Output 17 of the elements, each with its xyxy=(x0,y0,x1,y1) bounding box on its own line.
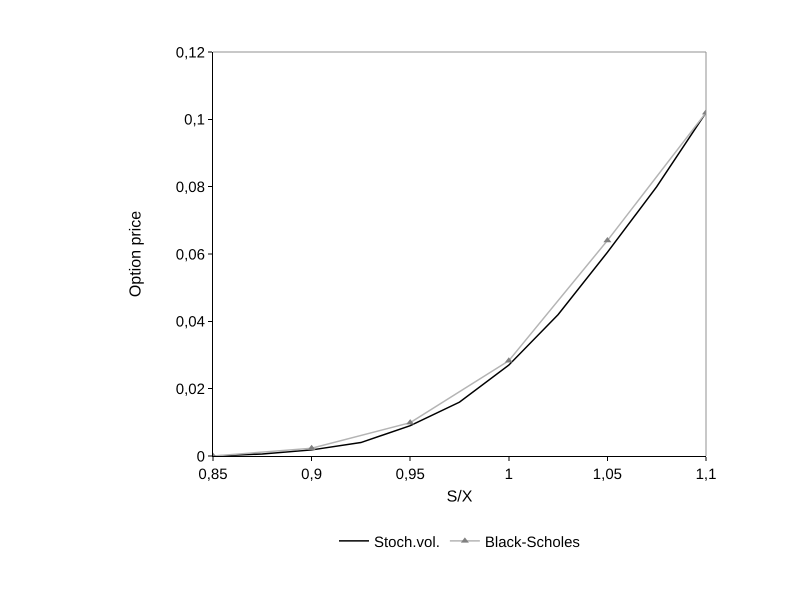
x-tick-label: 1 xyxy=(504,466,513,483)
x-tick-label: 1,1 xyxy=(696,466,716,483)
x-tick-label: 1,05 xyxy=(592,466,622,483)
y-tick-label: 0,1 xyxy=(184,112,205,129)
y-tick-label: 0,02 xyxy=(176,380,205,398)
y-tick-label: 0 xyxy=(196,448,205,466)
y-tick-label: 0,08 xyxy=(176,178,205,196)
legend-label: Stoch.vol. xyxy=(374,534,440,551)
x-tick-label: 0,9 xyxy=(301,466,322,483)
x-axis-title: S/X xyxy=(446,488,473,506)
y-tick-label: 0,04 xyxy=(176,314,205,331)
x-tick-label: 0,85 xyxy=(198,466,228,483)
legend-label: Black-Scholes xyxy=(484,534,580,551)
y-axis-title: Option price xyxy=(128,210,145,298)
x-tick-label: 0,95 xyxy=(396,466,425,483)
y-tick-label: 0,12 xyxy=(176,44,205,62)
y-tick-label: 0,06 xyxy=(176,246,205,264)
